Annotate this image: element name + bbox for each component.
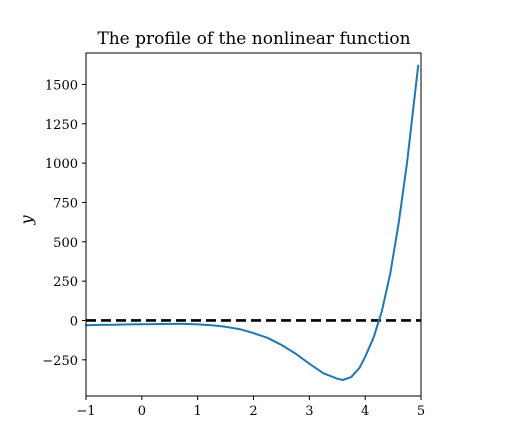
plot-frame xyxy=(85,52,422,397)
x-tick-label: 3 xyxy=(305,404,313,419)
y-tick-label: 250 xyxy=(53,275,78,290)
y-tick-label: 1500 xyxy=(45,78,78,93)
x-tick-label: 0 xyxy=(138,404,146,419)
y-tick-label: −250 xyxy=(42,354,78,369)
function-curve xyxy=(85,64,420,381)
y-axis-ticks: −250 0 250 500 750 1000 1250 1500 xyxy=(42,78,86,369)
x-axis-ticks: −1 0 1 2 3 4 5 xyxy=(76,396,425,419)
x-tick-label: 1 xyxy=(194,404,202,419)
y-tick-label: 0 xyxy=(70,314,78,329)
y-tick-label: 750 xyxy=(53,196,78,211)
y-axis-label: y xyxy=(17,215,36,226)
x-tick-label: 5 xyxy=(417,404,425,419)
x-tick-label: 2 xyxy=(249,404,257,419)
plot-content xyxy=(85,64,421,381)
x-tick-label: −1 xyxy=(76,404,95,419)
x-tick-label: 4 xyxy=(361,404,369,419)
y-tick-label: 1250 xyxy=(45,118,78,133)
y-tick-label: 1000 xyxy=(45,157,78,172)
chart-title: The profile of the nonlinear function xyxy=(97,29,410,49)
y-tick-label: 500 xyxy=(53,236,78,251)
